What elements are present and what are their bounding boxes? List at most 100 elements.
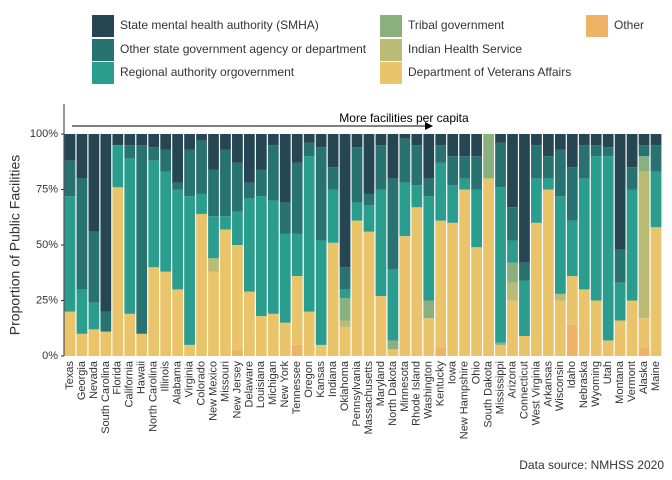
bar-segment (375, 145, 387, 190)
bar-segment (351, 134, 363, 148)
bar-segment (519, 134, 530, 263)
x-tick-label: Arkansas (542, 361, 554, 407)
bar-segment (471, 189, 483, 248)
source-note: Data source: NMHSS 2020 (519, 458, 664, 472)
bar-segment (196, 140, 207, 194)
bar-segment (112, 134, 124, 146)
bar-segment (148, 267, 160, 356)
x-tick-label: Georgia (76, 360, 88, 400)
x-tick-label: Washington (423, 361, 435, 419)
x-tick-label: Connecticut (518, 361, 530, 419)
bar-segment (303, 311, 315, 356)
bar-segment (88, 134, 100, 232)
bar-segment (351, 202, 363, 221)
bar-segment (375, 134, 387, 146)
bar-segment (232, 349, 243, 356)
x-tick-label: Minnesota (399, 360, 411, 412)
x-tick-label: North Dakota (387, 360, 399, 426)
bar-segment (471, 134, 483, 157)
bar-segment (148, 147, 160, 161)
legend-swatch (586, 15, 608, 37)
bar-segment (602, 147, 614, 157)
bar-segment (399, 138, 411, 183)
bar-segment (100, 331, 112, 356)
x-tick-label: Oklahoma (339, 360, 351, 411)
bar-segment (255, 134, 267, 170)
bars (64, 134, 662, 356)
bar-segment (255, 316, 267, 356)
bar-segment (602, 156, 614, 341)
bar-segment (208, 169, 219, 217)
bar-segment (243, 134, 255, 183)
x-tick-label: South Carolina (100, 360, 112, 434)
bar-segment (64, 134, 76, 161)
bar-segment (423, 178, 435, 197)
bar-segment (375, 189, 387, 297)
bar-segment (172, 182, 184, 190)
bar-segment (590, 145, 602, 157)
bar-segment (542, 178, 554, 190)
bar-segment (423, 196, 435, 301)
bar-segment (363, 231, 375, 356)
bar-segment (327, 189, 339, 243)
x-tick-label: Virginia (183, 360, 195, 397)
bar-segment (447, 185, 459, 223)
x-tick-label: Massachusetts (363, 361, 375, 435)
bar-segment (590, 300, 602, 356)
bar-segment (447, 156, 459, 186)
bar-segment (64, 311, 76, 356)
bar-segment (339, 298, 351, 321)
legend-label: Regional authority orgovernment (120, 65, 295, 79)
bar-segment (184, 134, 195, 150)
x-tick-label: Michigan (267, 361, 279, 405)
bar-segment (243, 291, 255, 356)
bar-segment (387, 349, 399, 356)
bar-segment (626, 167, 638, 190)
bar-segment (626, 300, 638, 356)
bar-segment (638, 318, 650, 348)
bar-segment (279, 202, 291, 234)
bar-segment (447, 134, 459, 157)
bar-segment (507, 134, 518, 208)
x-tick-label: North Carolina (148, 360, 160, 432)
bar-segment (650, 227, 662, 356)
bar-segment (519, 336, 530, 356)
bar-segment (590, 156, 602, 301)
bar-segment (232, 211, 243, 245)
legend-swatch (380, 15, 402, 37)
bar-segment (387, 178, 399, 270)
bar-segment (184, 149, 195, 197)
bar-segment (160, 271, 172, 356)
bar-segment (531, 134, 542, 146)
bar-segment (566, 220, 578, 277)
bar-segment (315, 344, 327, 356)
bar-segment (327, 134, 339, 168)
bar-segment (435, 220, 447, 348)
bar-segment (554, 134, 566, 150)
bar-segment (507, 300, 518, 356)
bar-segment (232, 162, 243, 212)
bar-segment (614, 282, 626, 321)
x-tick-label: Wyoming (590, 361, 602, 407)
bar-segment (435, 134, 447, 146)
x-tick-label: Tennessee (291, 361, 303, 414)
legend-label: State mental health authority (SMHA) (120, 18, 319, 32)
bar-segment (435, 347, 447, 356)
bar-segment (650, 171, 662, 228)
bar-segment (554, 300, 566, 356)
bar-segment (519, 262, 530, 281)
bar-segment (566, 134, 578, 168)
x-tick-label: Kansas (315, 361, 327, 398)
y-tick-label: 50% (36, 239, 58, 251)
bar-segment (315, 134, 327, 148)
legend-swatch (92, 39, 114, 61)
bar-segment (124, 313, 136, 356)
bar-segment (590, 134, 602, 146)
x-tick-label: Louisiana (255, 360, 267, 408)
x-tick-label: Illinois (160, 361, 172, 392)
bar-segment (76, 178, 88, 290)
bar-segment (339, 134, 351, 268)
bar-segment (542, 156, 554, 179)
y-tick-label: 25% (36, 294, 58, 306)
